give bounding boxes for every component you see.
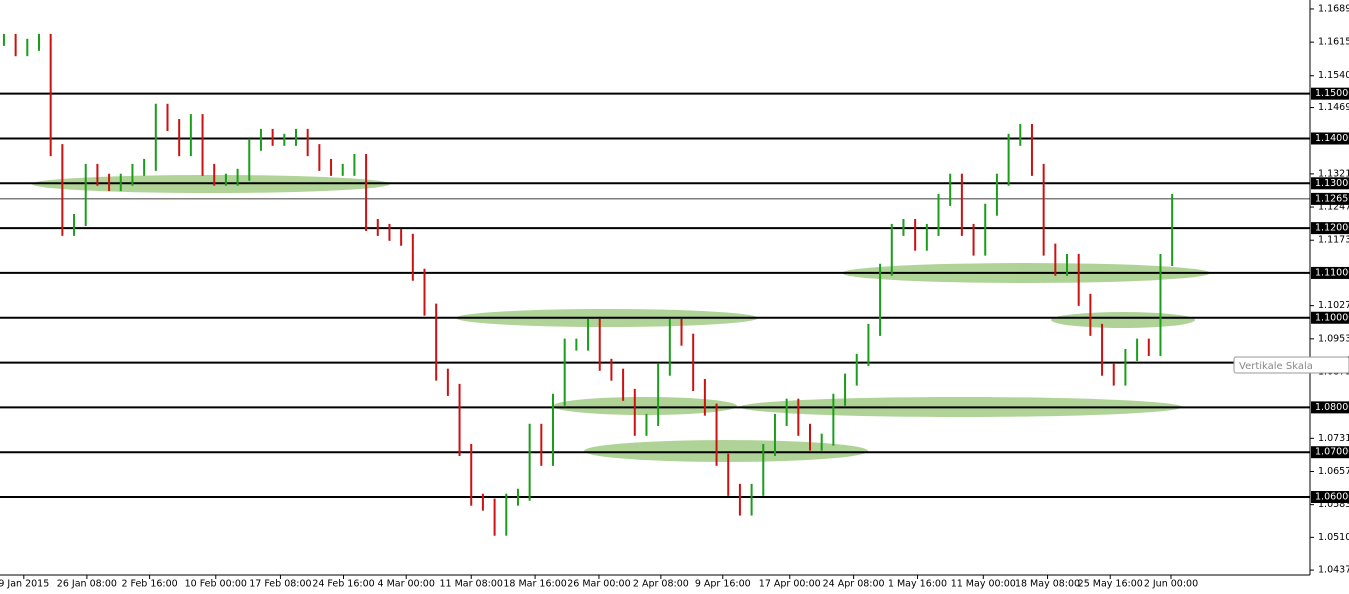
zone xyxy=(584,440,868,462)
level-tag xyxy=(1311,222,1349,235)
x-tick-label: 2 Apr 08:00 xyxy=(633,579,689,590)
level-tag xyxy=(1311,177,1349,190)
y-tick-label: 1.04370 xyxy=(1318,565,1349,576)
x-tick-label: 25 May 16:00 xyxy=(1078,579,1143,590)
level-label: 1.11000 xyxy=(1315,267,1349,278)
level-tag xyxy=(1311,446,1349,459)
tooltip-box xyxy=(1233,356,1349,374)
level-tag xyxy=(1311,311,1349,324)
level-label: 1.12000 xyxy=(1315,223,1349,234)
y-tick-label: 1.10270 xyxy=(1318,300,1349,311)
level-tag xyxy=(1311,132,1349,145)
x-tick-label: 24 Apr 08:00 xyxy=(823,579,885,590)
x-tick-label: 11 Mar 08:00 xyxy=(440,579,503,590)
x-tick-label: 9 Jan 2015 xyxy=(0,579,49,590)
y-tick-label: 1.16150 xyxy=(1318,37,1349,48)
level-label: 1.07000 xyxy=(1315,447,1349,458)
x-tick-label: 18 May 08:00 xyxy=(1015,579,1080,590)
y-tick-label: 1.05100 xyxy=(1318,532,1349,543)
x-tick-label: 2 Feb 16:00 xyxy=(121,579,177,590)
level-label: 1.08000 xyxy=(1315,402,1349,413)
x-tick-label: 9 Apr 16:00 xyxy=(695,579,751,590)
x-tick-label: 4 Mar 00:00 xyxy=(378,579,435,590)
y-tick-label: 1.16890 xyxy=(1318,3,1349,14)
level-tag xyxy=(1311,401,1349,414)
zone xyxy=(1051,312,1195,328)
y-tick-label: 1.05830 xyxy=(1318,499,1349,510)
y-tick-label: 1.11730 xyxy=(1318,235,1349,246)
y-tick-label: 1.15400 xyxy=(1318,70,1349,81)
current-price-tag xyxy=(1311,192,1349,205)
level-tag xyxy=(1311,87,1349,100)
y-tick-label: 1.06570 xyxy=(1318,466,1349,477)
x-tick-label: 17 Feb 08:00 xyxy=(249,579,311,590)
x-tick-label: 2 Jun 00:00 xyxy=(1144,579,1198,590)
x-tick-label: 10 Feb 00:00 xyxy=(185,579,247,590)
tooltip: Vertikale Skala xyxy=(1233,356,1349,374)
y-tick-label: 1.12470 xyxy=(1318,202,1349,213)
current-price-label: 1.12652 xyxy=(1315,193,1349,204)
level-tag xyxy=(1311,491,1349,504)
y-tick-label: 1.14690 xyxy=(1318,102,1349,113)
level-label: 1.15000 xyxy=(1315,88,1349,99)
x-tick-label: 26 Mar 00:00 xyxy=(567,579,630,590)
level-label: 1.06000 xyxy=(1315,492,1349,503)
x-tick-label: 18 Mar 16:00 xyxy=(503,579,566,590)
level-tag xyxy=(1311,266,1349,279)
level-label: 1.10000 xyxy=(1315,312,1349,323)
level-label: 1.14000 xyxy=(1315,133,1349,144)
x-tick-label: 1 May 16:00 xyxy=(888,579,947,590)
x-tick-label: 17 Apr 00:00 xyxy=(759,579,821,590)
x-tick-label: 26 Jan 08:00 xyxy=(57,579,117,590)
x-tick-label: 24 Feb 16:00 xyxy=(312,579,374,590)
y-tick-label: 1.13210 xyxy=(1318,168,1349,179)
tooltip-text: Vertikale Skala xyxy=(1239,361,1313,372)
y-tick-label: 1.07310 xyxy=(1318,433,1349,444)
zone xyxy=(553,397,737,415)
y-tick-label: 1.09530 xyxy=(1318,333,1349,344)
level-label: 1.13000 xyxy=(1315,178,1349,189)
x-tick-label: 11 May 00:00 xyxy=(951,579,1016,590)
